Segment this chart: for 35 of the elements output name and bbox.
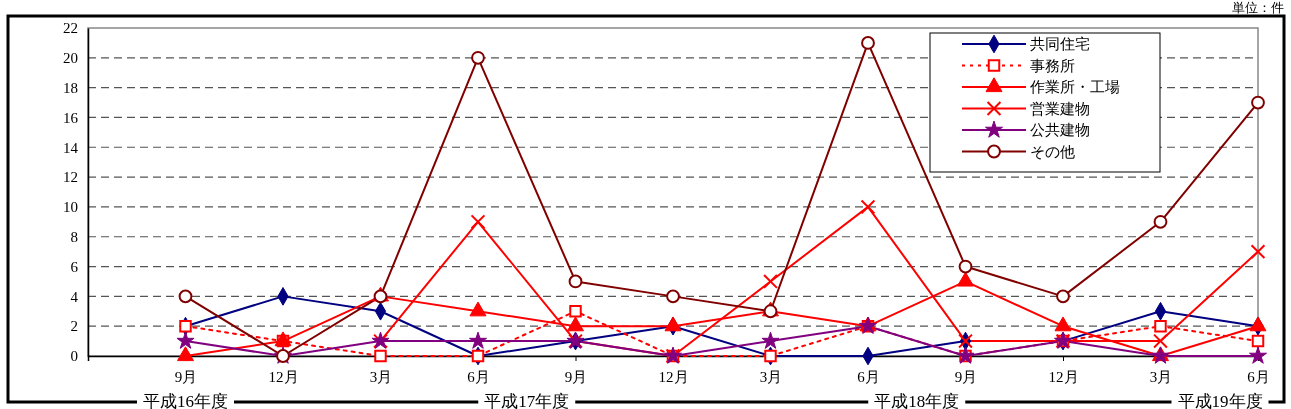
x-tick-label: 9月 <box>564 368 588 385</box>
text: 平成16年度 <box>143 392 228 409</box>
text: 平成17年度 <box>484 392 570 409</box>
x-tick-label: 9月 <box>954 368 978 385</box>
legend-label: 営業建物 <box>1030 100 1090 117</box>
y-tick-label: 18 <box>63 79 78 96</box>
text: 平成18年度 <box>874 392 960 409</box>
y-tick-label: 0 <box>70 348 78 365</box>
text: 単位：件 <box>1232 0 1284 15</box>
legend-label: 共同住宅 <box>1030 36 1090 52</box>
legend-label: 作業所・工場 <box>1029 79 1120 95</box>
y-tick-label: 14 <box>63 139 79 156</box>
y-tick-label: 2 <box>70 318 78 335</box>
y-tick-label: 20 <box>63 50 78 67</box>
text: 平成19年度 <box>1177 392 1263 409</box>
x-tick-label: 6月 <box>1247 368 1270 385</box>
x-tick-label: 6月 <box>467 368 490 385</box>
y-tick-label: 6 <box>70 258 79 275</box>
legend-label: その他 <box>1030 143 1075 160</box>
legend-label: 公共建物 <box>1030 122 1090 138</box>
x-tick-label: 3月 <box>369 368 393 385</box>
x-tick-label: 3月 <box>1149 368 1173 385</box>
y-tick-label: 10 <box>63 199 78 216</box>
x-tick-label: 9月 <box>174 368 198 385</box>
y-tick-label: 12 <box>63 169 78 186</box>
legend-label: 事務所 <box>1030 57 1075 74</box>
y-tick-label: 16 <box>63 109 79 126</box>
x-tick-label: 6月 <box>857 368 880 385</box>
x-tick-label: 12月 <box>658 368 689 385</box>
x-tick-label: 12月 <box>1048 368 1079 385</box>
y-tick-label: 4 <box>70 288 79 305</box>
x-tick-label: 12月 <box>268 368 299 385</box>
y-tick-label: 22 <box>63 20 78 37</box>
x-tick-label: 3月 <box>759 368 783 385</box>
y-tick-label: 8 <box>70 229 78 246</box>
